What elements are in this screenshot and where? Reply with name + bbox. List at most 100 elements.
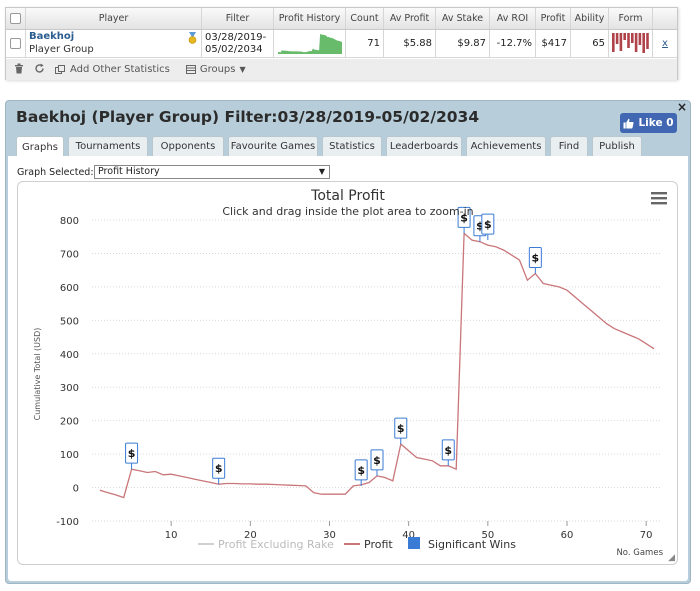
y-tick-label: 600 (60, 283, 79, 294)
form-bar (642, 33, 645, 53)
chart-axes: -100 0 100 200 300 400 500 600 700 800 10 20 30 40 50 6… (56, 216, 652, 541)
tab-favourite-games[interactable]: Favourite Games (228, 136, 318, 156)
form-bars (612, 33, 649, 53)
legend-item[interactable]: Profit Excluding Rake (198, 538, 334, 551)
close-icon[interactable]: × (676, 100, 687, 114)
tab-graphs[interactable]: Graphs (16, 136, 64, 157)
svg-text:$: $ (357, 464, 365, 477)
profit-chart[interactable]: -100 0 100 200 300 400 500 600 700 800 10 20 30 40 50 6… (17, 181, 678, 565)
x-tick-label: 20 (244, 530, 257, 541)
tab-statistics[interactable]: Statistics (322, 136, 382, 156)
form-bar (627, 33, 630, 48)
graphs-panel: Graph Selected: Profit History ▼ -100 0 10… (8, 156, 688, 581)
y-axis-label: Cumulative Total (USD) (33, 328, 42, 421)
row-checkbox[interactable] (10, 38, 21, 49)
tab-opponents[interactable]: Opponents (152, 136, 224, 156)
legend-item[interactable]: Profit (344, 538, 393, 551)
header-ability[interactable]: Ability (571, 8, 609, 29)
facebook-like-button[interactable]: Like 0 (620, 113, 677, 133)
groups-label: Groups (199, 64, 236, 75)
profit-chart-svg[interactable]: -100 0 100 200 300 400 500 600 700 800 10 20 30 40 50 6… (18, 182, 679, 566)
significant-win-marker[interactable]: $ (125, 442, 139, 470)
significant-win-marker[interactable]: $ (441, 439, 455, 466)
form-bar (631, 33, 634, 43)
svg-text:$: $ (460, 211, 468, 224)
header-filter[interactable]: Filter (202, 8, 274, 29)
header-player[interactable]: Player (26, 8, 202, 29)
header-av-profit[interactable]: Av Profit (384, 8, 436, 29)
header-count[interactable]: Count (346, 8, 384, 29)
thumbs-up-icon (623, 118, 635, 128)
chart-legend: Profit Excluding Rake Profit Significant W… (198, 537, 516, 551)
table-row: Baekhoj Player Group 03/28/2019-05/02/20… (6, 30, 677, 58)
header-form[interactable]: Form (609, 8, 653, 29)
legend-label: Significant Wins (428, 538, 516, 551)
significant-win-marker[interactable]: $ (528, 247, 542, 274)
significant-win-marker[interactable]: $ (481, 213, 495, 241)
header-profit[interactable]: Profit (536, 8, 571, 29)
y-tick-label: 100 (60, 450, 79, 461)
count-value: 71 (346, 30, 384, 57)
graph-select-dropdown[interactable]: Profit History ▼ (94, 165, 330, 179)
stats-grid: Player Filter Profit History Count Av Pr… (6, 8, 677, 58)
refresh-icon[interactable] (34, 63, 45, 77)
tab-find[interactable]: Find (550, 136, 588, 156)
medal-icon (188, 32, 197, 44)
ability-value: 65 (571, 30, 609, 57)
remove-player-link[interactable]: x (662, 38, 668, 49)
av-stake-value: $9.87 (436, 30, 490, 57)
header-av-roi[interactable]: Av ROI (490, 8, 536, 29)
av-roi-value: -12.7% (490, 30, 536, 57)
significant-win-marker[interactable]: $ (212, 457, 226, 485)
legend-item[interactable]: Significant Wins (408, 537, 516, 551)
chart-menu-icon[interactable] (651, 192, 667, 205)
form-bar (619, 33, 623, 51)
y-tick-label: 300 (60, 383, 79, 394)
dropdown-arrow-icon: ▼ (318, 167, 325, 176)
profit-history-sparkline[interactable] (274, 30, 345, 57)
legend-label: Profit Excluding Rake (218, 538, 334, 551)
significant-win-marker[interactable]: $ (354, 459, 368, 486)
y-tick-label: -100 (56, 517, 79, 528)
table-header-row: Player Filter Profit History Count Av Pr… (6, 8, 677, 30)
graph-select-value: Profit History (98, 166, 160, 177)
select-all-checkbox[interactable] (10, 13, 21, 24)
player-type: Player Group (29, 44, 94, 55)
dialog-title: Baekhoj (Player Group) Filter:03/28/2019… (16, 108, 480, 126)
groups-dropdown[interactable]: Groups ▼ (185, 64, 246, 75)
y-tick-label: 700 (60, 249, 79, 260)
y-tick-label: 400 (60, 350, 79, 361)
header-av-stake[interactable]: Av Stake (436, 8, 490, 29)
significant-win-marker[interactable]: $ (394, 417, 408, 445)
player-name-link[interactable]: Baekhoj (29, 31, 75, 42)
tab-achievements[interactable]: Achievements (466, 136, 546, 156)
resize-handle-icon[interactable]: ◢ (668, 553, 675, 563)
form-bar (623, 33, 626, 40)
tab-leaderboards[interactable]: Leaderboards (386, 136, 462, 156)
trash-icon[interactable] (14, 63, 24, 77)
svg-text:$: $ (128, 447, 136, 460)
profit-series-line[interactable] (99, 232, 655, 499)
tab-tournaments[interactable]: Tournaments (68, 136, 148, 156)
remove-cell: x (653, 30, 677, 57)
x-tick-label: 70 (640, 530, 653, 541)
svg-text:$: $ (373, 454, 381, 467)
significant-win-marker[interactable]: $ (457, 206, 471, 234)
chart-lines (99, 232, 655, 499)
y-tick-label: 800 (60, 216, 79, 227)
svg-text:$: $ (532, 252, 540, 265)
tab-publish[interactable]: Publish (592, 136, 642, 156)
select-all-checkbox-cell[interactable] (6, 8, 26, 29)
svg-text:$: $ (444, 444, 452, 457)
profit-history-cell[interactable] (274, 30, 346, 57)
chart-subtitle: Click and drag inside the plot area to z… (222, 205, 473, 218)
x-axis-label: No. Games (616, 548, 663, 558)
add-other-statistics-button[interactable]: Add Other Statistics (55, 64, 170, 75)
header-actions (653, 8, 677, 29)
header-profit-history[interactable]: Profit History (274, 8, 346, 29)
chart-significant-wins: $$ $$$$$$ $$ (125, 206, 542, 486)
svg-text:$: $ (215, 462, 223, 475)
significant-win-marker[interactable]: $ (370, 449, 384, 476)
x-tick-label: 40 (402, 530, 415, 541)
row-checkbox-cell[interactable] (6, 30, 26, 57)
